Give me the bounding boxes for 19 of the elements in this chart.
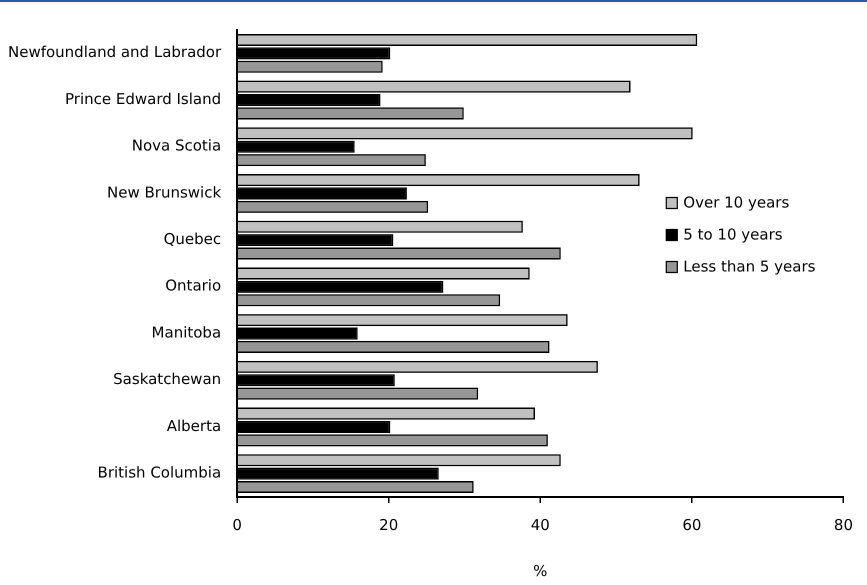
x-tick-label: 0 [232, 516, 242, 534]
x-tick-label: 40 [530, 516, 550, 534]
y-tick-label: New Brunswick [107, 183, 222, 202]
legend-label: Over 10 years [683, 193, 790, 212]
legend-label: 5 to 10 years [683, 225, 783, 244]
legend-label: Less than 5 years [683, 257, 816, 276]
y-tick-label: Prince Edward Island [64, 90, 222, 108]
x-tick-label: 80 [834, 516, 854, 534]
y-tick-label: Manitoba [152, 323, 222, 342]
y-tick-label: Newfoundland and Labrador [8, 43, 222, 62]
x-tick-label: 20 [379, 516, 398, 534]
x-tick-label: 60 [682, 516, 702, 534]
y-tick-label: Nova Scotia [132, 136, 222, 155]
x-axis-title: % [533, 562, 548, 580]
y-tick-label: Saskatchewan [113, 370, 222, 388]
y-tick-label: Alberta [166, 416, 222, 435]
y-tick-label: British Columbia [98, 464, 222, 482]
y-tick-label: Ontario [165, 276, 222, 295]
y-tick-label: Quebec [164, 230, 222, 248]
